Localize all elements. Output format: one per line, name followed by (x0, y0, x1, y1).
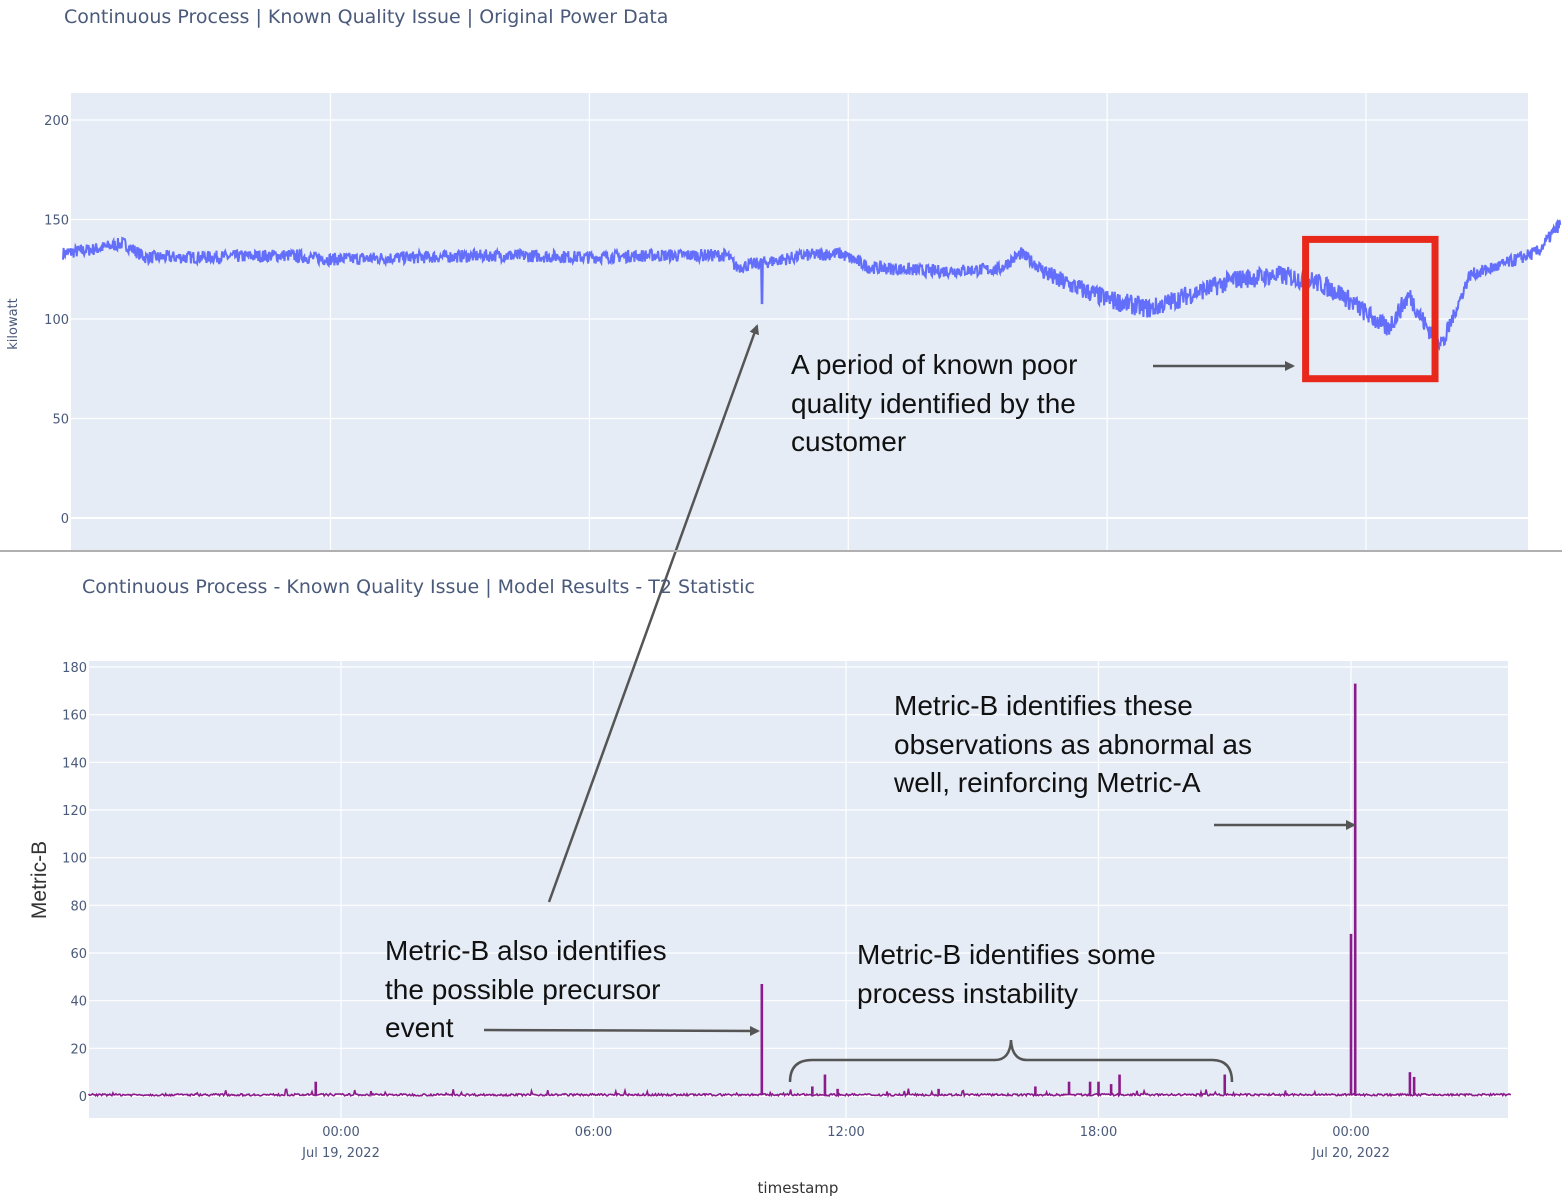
annotation-abnormal: Metric-B identifies these observations a… (894, 687, 1252, 803)
top-y-tick-label: 150 (44, 214, 69, 229)
top-power-series-line (62, 218, 1562, 352)
annotation-line: Metric-B identifies some (857, 939, 1156, 970)
annotation-line: process instability (857, 977, 1078, 1009)
bottom-y-tick-label: 160 (62, 709, 87, 724)
top-y-tick-label: 50 (52, 413, 69, 428)
bottom-y-tick-label: 140 (62, 756, 87, 771)
annotation-line: Metric-B also identifies (385, 935, 667, 966)
bottom-chart-title: Continuous Process - Known Quality Issue… (82, 576, 755, 598)
annotation-line: quality identified by the (791, 387, 1076, 419)
bottom-x-tick-date: Jul 20, 2022 (1311, 1146, 1390, 1161)
bottom-x-tick-date: Jul 19, 2022 (301, 1146, 380, 1161)
top-plot-area (71, 93, 1528, 551)
bottom-x-tick-time: 00:00 (322, 1125, 359, 1140)
bottom-y-tick-label: 40 (70, 995, 87, 1010)
annotation-line: customer (791, 426, 907, 457)
bottom-x-tick-time: 06:00 (575, 1125, 612, 1140)
instability-brace (788, 1039, 1234, 1083)
top-y-tick-label: 0 (61, 512, 69, 527)
annotation-line: the possible precursor (385, 973, 661, 1005)
bottom-y-tick-label: 80 (70, 899, 87, 914)
annotation-instability: Metric-B identifies some process instabi… (857, 936, 1156, 1013)
annotation-line: A period of known poor (791, 349, 1078, 380)
annotation-line: observations as abnormal as (894, 728, 1252, 760)
quality-issue-highlight-box (1302, 235, 1439, 383)
bottom-y-tick-label: 180 (62, 661, 87, 676)
bottom-y-axis-label: Metric-B (28, 841, 51, 919)
bottom-y-tick-label: 60 (70, 947, 87, 962)
annotation-line: well, reinforcing Metric-A (894, 767, 1201, 798)
top-y-axis-label: kilowatt (6, 298, 21, 350)
bottom-x-axis-label: timestamp (758, 1179, 839, 1197)
bottom-x-tick-time: 00:00 (1332, 1125, 1369, 1140)
bottom-plot-area (89, 661, 1508, 1118)
annotation-quality-period: A period of known poor quality identifie… (791, 346, 1077, 462)
chart-divider (0, 550, 1562, 552)
bottom-x-tick-time: 18:00 (1080, 1125, 1117, 1140)
precursor-link-arrow (547, 324, 759, 903)
bottom-y-tick-label: 120 (62, 804, 87, 819)
annotation-precursor: Metric-B also identifies the possible pr… (385, 932, 667, 1048)
top-y-tick-label: 200 (44, 114, 69, 129)
top-y-tick-label: 100 (44, 313, 69, 328)
bottom-y-tick-label: 0 (79, 1090, 87, 1105)
annotation-line: Metric-B identifies these (894, 690, 1193, 721)
bottom-x-tick-time: 12:00 (827, 1125, 864, 1140)
top-chart-title: Continuous Process | Known Quality Issue… (64, 6, 669, 28)
annotation-line: event (385, 1012, 454, 1043)
bottom-y-tick-label: 100 (62, 852, 87, 867)
bottom-y-tick-label: 20 (70, 1042, 87, 1057)
bottom-t2-series-line (87, 1087, 1512, 1098)
precursor-arrow (483, 1025, 760, 1036)
